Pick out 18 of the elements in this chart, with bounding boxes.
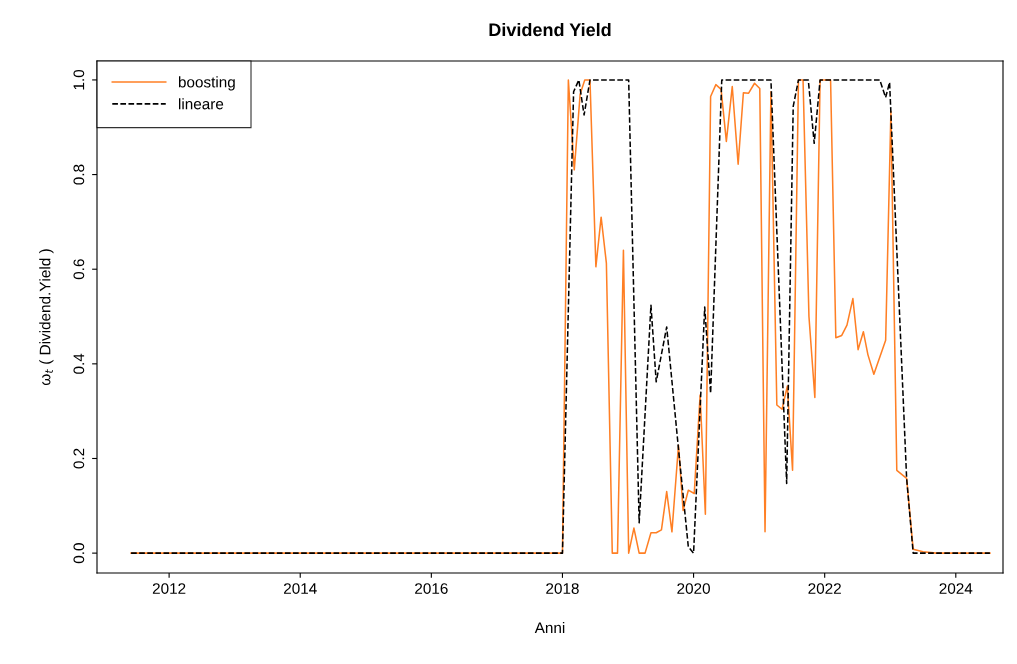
y-axis-title: ω$_{t}$ ( Dividend.Yield ): [39, 249, 54, 386]
x-axis-title: Anni: [534, 621, 565, 634]
x-tick-label: 2014: [284, 583, 317, 594]
chart-title: Dividend Yield: [489, 22, 611, 37]
x-tick-label: 2012: [152, 583, 186, 594]
y-tick-label: 0.8: [73, 164, 85, 185]
x-tick-label: 2020: [677, 583, 710, 594]
y-tick-label: 1.0: [73, 69, 85, 90]
x-tick-label: 2024: [939, 583, 973, 594]
y-tick-label: 0.2: [73, 448, 85, 469]
x-tick-label: 2022: [808, 583, 841, 594]
legend-label: lineare: [179, 98, 224, 110]
y-tick-label: 0.4: [73, 353, 85, 374]
y-tick-label: 0.0: [73, 543, 85, 564]
x-tick-label: 2016: [415, 583, 448, 594]
x-tick-label: 2018: [546, 583, 579, 594]
y-tick-label: 0.6: [73, 259, 85, 280]
legend-label: boosting: [178, 76, 235, 91]
